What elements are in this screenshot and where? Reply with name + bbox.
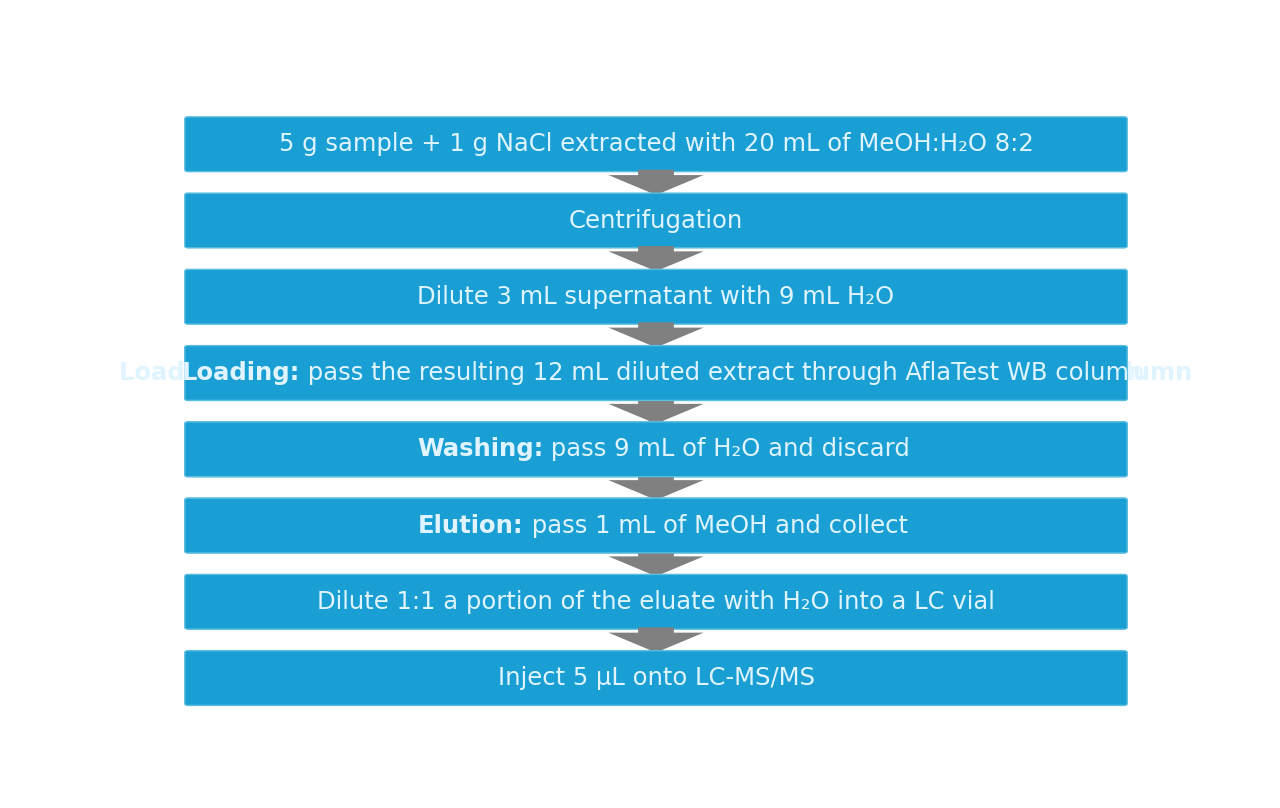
Text: pass 1 mL of MeOH and collect: pass 1 mL of MeOH and collect — [524, 514, 908, 537]
FancyBboxPatch shape — [184, 574, 1128, 629]
FancyBboxPatch shape — [184, 117, 1128, 171]
FancyBboxPatch shape — [184, 422, 1128, 477]
Text: 5 g sample + 1 g NaCl extracted with 20 mL of MeOH:H₂O 8:2: 5 g sample + 1 g NaCl extracted with 20 … — [279, 133, 1033, 156]
Text: Dilute 1:1 a portion of the eluate with H₂O into a LC vial: Dilute 1:1 a portion of the eluate with … — [317, 590, 995, 614]
Text: Loading:: Loading: — [182, 361, 300, 385]
Text: Washing: pass 9 mL of H₂O and discard: Washing: pass 9 mL of H₂O and discard — [388, 437, 924, 461]
Text: Loading: pass the resulting 12 mL diluted extract through AflaTest WB column: Loading: pass the resulting 12 mL dilute… — [119, 361, 1193, 385]
Text: Elution:: Elution: — [419, 514, 524, 537]
FancyBboxPatch shape — [184, 269, 1128, 324]
Polygon shape — [608, 246, 704, 271]
Polygon shape — [608, 475, 704, 500]
Text: pass the resulting 12 mL diluted extract through AflaTest WB column: pass the resulting 12 mL diluted extract… — [300, 361, 1144, 385]
Polygon shape — [608, 170, 704, 195]
FancyBboxPatch shape — [184, 499, 1128, 553]
FancyBboxPatch shape — [184, 193, 1128, 248]
FancyBboxPatch shape — [184, 346, 1128, 401]
Polygon shape — [608, 551, 704, 576]
Text: Elution: pass 1 mL of MeOH and collect: Elution: pass 1 mL of MeOH and collect — [389, 514, 923, 537]
Text: pass 9 mL of H₂O and discard: pass 9 mL of H₂O and discard — [544, 437, 910, 461]
Text: Dilute 3 mL supernatant with 9 mL H₂O: Dilute 3 mL supernatant with 9 mL H₂O — [417, 284, 895, 309]
FancyBboxPatch shape — [184, 499, 1128, 553]
Polygon shape — [608, 398, 704, 423]
Text: Loading: pass the resulting 12 mL diluted extract through AflaTest WB column: Loading: pass the resulting 12 mL dilute… — [182, 361, 1130, 385]
FancyBboxPatch shape — [184, 346, 1128, 401]
Text: Washing: pass 9 mL of H₂O and discard: Washing: pass 9 mL of H₂O and discard — [417, 437, 895, 461]
Polygon shape — [608, 627, 704, 653]
Text: Elution: pass 1 mL of MeOH and collect: Elution: pass 1 mL of MeOH and collect — [419, 514, 893, 537]
Text: Centrifugation: Centrifugation — [568, 208, 744, 233]
Text: Washing:: Washing: — [417, 437, 544, 461]
Polygon shape — [608, 322, 704, 347]
Text: Inject 5 μL onto LC-MS/MS: Inject 5 μL onto LC-MS/MS — [498, 666, 814, 690]
FancyBboxPatch shape — [184, 422, 1128, 477]
FancyBboxPatch shape — [184, 650, 1128, 705]
